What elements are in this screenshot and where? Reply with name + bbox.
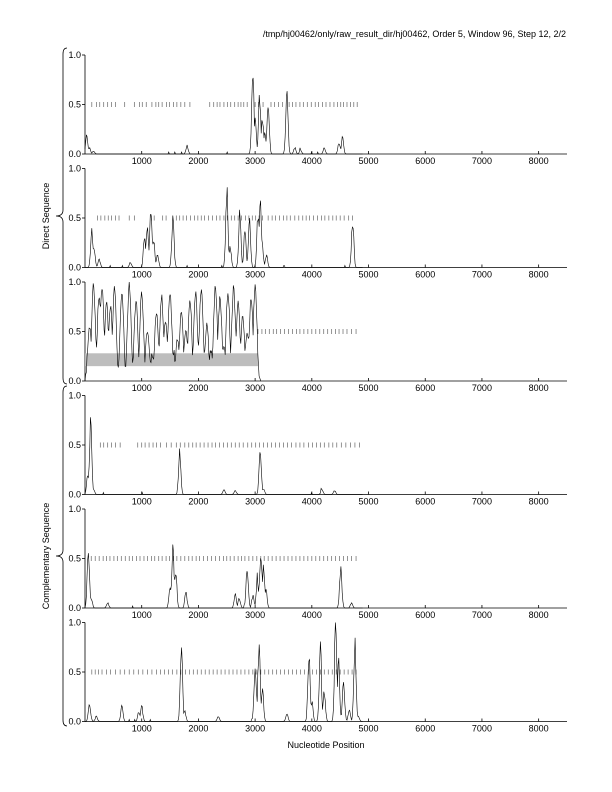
x-tick-label: 6000 [415, 724, 435, 734]
group-label-complementary: Complementary Sequence [41, 503, 51, 610]
panel-1: 0.0 0.5 1.0 1000 2000 3000 4000 5000 6000 7000 800… [68, 50, 567, 166]
orf-range [85, 353, 258, 367]
group-brace-complementary-path [55, 385, 68, 727]
x-tick-label: 8000 [529, 383, 549, 393]
x-tick-label: 1000 [132, 610, 152, 620]
x-tick-label: 3000 [245, 270, 265, 280]
y-tick-label: 0.0 [68, 717, 81, 727]
x-tick-label: 1000 [132, 156, 152, 166]
coding-probability-line [84, 417, 363, 495]
y-tick-label: 0.5 [68, 100, 81, 110]
panel-4: 0.0 0.5 1.0 1000 2000 3000 4000 5000 6000 7000 800… [68, 391, 567, 507]
x-tick-label: 5000 [359, 724, 379, 734]
coding-probability-line [85, 187, 363, 268]
y-tick-label: 0.5 [68, 554, 81, 564]
y-tick-label: 0.5 [68, 213, 81, 223]
x-tick-label: 3000 [245, 610, 265, 620]
x-tick-label: 4000 [302, 610, 322, 620]
x-tick-label: 5000 [359, 497, 379, 507]
x-tick-label: 5000 [359, 383, 379, 393]
x-tick-label: 5000 [359, 270, 379, 280]
x-tick-label: 2000 [188, 724, 208, 734]
x-tick-label: 8000 [529, 270, 549, 280]
x-tick-label: 3000 [245, 497, 265, 507]
y-tick-label: 1.0 [68, 391, 81, 401]
x-tick-label: 2000 [188, 270, 208, 280]
y-tick-label: 1.0 [68, 164, 81, 174]
x-tick-label: 4000 [302, 156, 322, 166]
x-tick-label: 1000 [132, 497, 152, 507]
y-tick-label: 1.0 [68, 277, 81, 287]
run-header: /tmp/hj00462/only/raw_result_dir/hj00462… [263, 29, 566, 39]
group-brace-complementary [55, 385, 68, 727]
y-tick-label: 0.0 [68, 376, 81, 386]
x-tick-label: 7000 [472, 156, 492, 166]
coding-probability-line [84, 544, 363, 609]
coding-probability-line [84, 77, 363, 155]
y-tick-label: 0.0 [68, 490, 81, 500]
y-tick-label: 1.0 [68, 618, 81, 628]
x-tick-label: 4000 [302, 270, 322, 280]
x-tick-label: 4000 [302, 724, 322, 734]
y-tick-label: 0.0 [68, 603, 81, 613]
x-tick-label: 1000 [132, 724, 152, 734]
x-axis-label: Nucleotide Position [287, 740, 364, 750]
y-tick-label: 0.0 [68, 149, 81, 159]
x-tick-label: 6000 [415, 383, 435, 393]
group-brace-direct [55, 47, 68, 385]
y-tick-label: 0.0 [68, 263, 81, 273]
y-tick-label: 0.5 [68, 440, 81, 450]
group-label-direct: Direct Sequence [41, 183, 51, 250]
x-tick-label: 2000 [188, 497, 208, 507]
x-tick-label: 3000 [245, 383, 265, 393]
x-tick-label: 6000 [415, 270, 435, 280]
x-tick-label: 7000 [472, 724, 492, 734]
x-tick-label: 8000 [529, 156, 549, 166]
x-tick-label: 4000 [302, 383, 322, 393]
y-tick-label: 0.5 [68, 327, 81, 337]
y-tick-label: 0.5 [68, 667, 81, 677]
x-tick-label: 7000 [472, 610, 492, 620]
panel-6: 0.0 0.5 1.0 1000 2000 3000 4000 5000 6000 7000 800… [68, 618, 567, 734]
x-tick-label: 6000 [415, 156, 435, 166]
coding-probability-line [84, 281, 262, 382]
x-tick-label: 6000 [415, 610, 435, 620]
x-tick-label: 5000 [359, 156, 379, 166]
x-tick-label: 3000 [245, 156, 265, 166]
panel-5: 0.0 0.5 1.0 1000 2000 3000 4000 5000 6000 7000 800… [68, 504, 567, 620]
x-tick-label: 2000 [188, 156, 208, 166]
x-tick-label: 2000 [188, 383, 208, 393]
x-tick-label: 1000 [132, 383, 152, 393]
x-tick-label: 7000 [472, 383, 492, 393]
x-tick-label: 2000 [188, 610, 208, 620]
x-tick-label: 7000 [472, 497, 492, 507]
y-tick-label: 1.0 [68, 50, 81, 60]
x-tick-label: 8000 [529, 724, 549, 734]
x-tick-label: 6000 [415, 497, 435, 507]
x-tick-label: 8000 [529, 497, 549, 507]
x-tick-label: 5000 [359, 610, 379, 620]
group-brace-direct-path [55, 47, 68, 385]
panel-2: 0.0 0.5 1.0 1000 2000 3000 4000 5000 6000 7000 800… [68, 164, 567, 280]
coding-probability-line [84, 622, 363, 722]
panels: 0.0 0.5 1.0 1000 2000 3000 4000 5000 6000 7000 800… [68, 50, 567, 734]
x-tick-label: 1000 [132, 270, 152, 280]
y-tick-label: 1.0 [68, 504, 81, 514]
panel-3: 0.0 0.5 1.0 1000 2000 3000 4000 5000 6000 7000 800… [68, 277, 567, 393]
x-tick-label: 3000 [245, 724, 265, 734]
x-tick-label: 8000 [529, 610, 549, 620]
x-tick-label: 4000 [302, 497, 322, 507]
x-tick-label: 7000 [472, 270, 492, 280]
